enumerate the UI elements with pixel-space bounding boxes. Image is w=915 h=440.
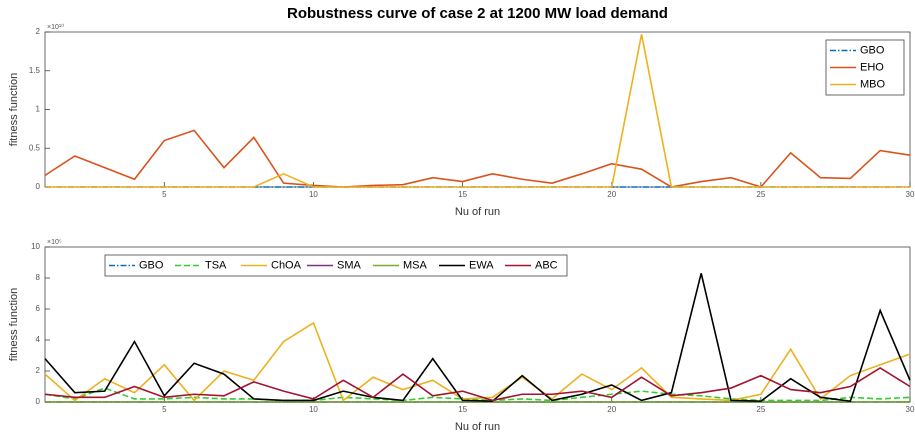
legend-label: GBO [139, 259, 164, 271]
y-tick-label: 1 [36, 105, 41, 114]
y-axis-label: fitness function [8, 73, 20, 146]
x-tick-label: 10 [309, 405, 318, 414]
legend-label: SMA [337, 259, 362, 271]
x-tick-label: 15 [458, 405, 467, 414]
y-axis-label: fitness function [8, 288, 20, 361]
y-tick-label: 8 [36, 273, 41, 282]
y-exponent: ×10¹⁰ [47, 23, 64, 31]
y-tick-label: 2 [36, 27, 41, 36]
legend-box [104, 254, 568, 277]
x-tick-label: 25 [756, 405, 765, 414]
legend-label: TSA [205, 259, 227, 271]
x-tick-label: 30 [906, 405, 915, 414]
y-tick-label: 0 [36, 182, 41, 191]
series-line [44, 387, 911, 402]
y-tick-label: 0 [36, 397, 41, 406]
plot-area [44, 31, 911, 188]
legend-label: MBO [860, 78, 886, 90]
legend-label: ABC [535, 259, 558, 271]
legend-label: GBO [860, 44, 885, 56]
y-tick-label: 10 [31, 242, 40, 251]
legend-label: MSA [403, 259, 428, 271]
x-tick-label: 30 [906, 190, 915, 199]
x-tick-label: 25 [756, 190, 765, 199]
x-tick-label: 20 [607, 190, 616, 199]
legend-label: ChOA [271, 259, 302, 271]
x-tick-label: 10 [309, 190, 318, 199]
y-tick-label: 4 [36, 335, 41, 344]
series-line [44, 129, 911, 188]
x-tick-label: 20 [607, 405, 616, 414]
x-tick-label: 15 [458, 190, 467, 199]
x-tick-label: 5 [162, 190, 167, 199]
series-line [45, 34, 910, 188]
y-tick-label: 6 [36, 304, 41, 313]
legend-label: EWA [469, 259, 494, 271]
series-line [44, 366, 911, 402]
chart-title: Robustness curve of case 2 at 1200 MW lo… [287, 5, 668, 22]
x-axis-label: Nu of run [455, 206, 500, 218]
x-tick-label: 5 [162, 405, 167, 414]
x-axis-label: Nu of run [455, 421, 500, 433]
y-exponent: ×10⁵ [47, 239, 62, 246]
y-tick-label: 1.5 [29, 66, 41, 75]
series-line [44, 273, 911, 403]
y-tick-label: 0.5 [29, 143, 41, 152]
y-tick-label: 2 [36, 366, 41, 375]
legend-label: EHO [860, 61, 884, 73]
